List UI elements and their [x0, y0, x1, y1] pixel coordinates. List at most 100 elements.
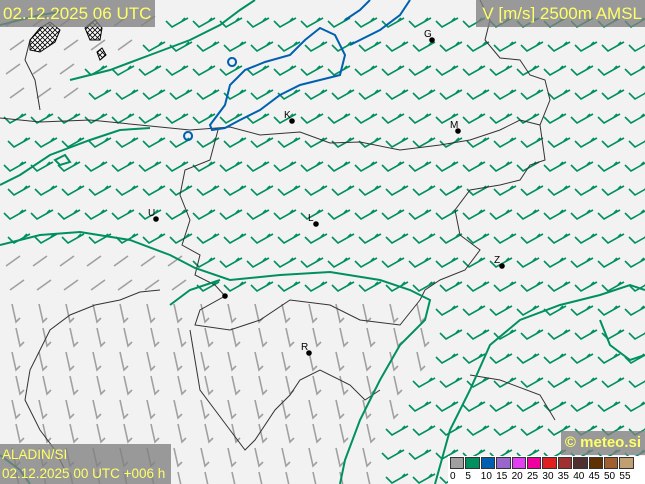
wind-barb [7, 233, 31, 244]
wind-barb [150, 327, 160, 348]
wind-barb [574, 89, 598, 100]
wind-barb [547, 41, 571, 52]
wind-barb [61, 233, 85, 244]
wind-barb [200, 303, 210, 324]
wind-barb [115, 185, 139, 196]
wind-barb [493, 281, 517, 292]
wind-barb [408, 65, 432, 76]
wind-barb [624, 209, 645, 220]
legend-tick: 50 [604, 471, 616, 482]
wind-barb [146, 351, 156, 372]
wind-barb [277, 185, 301, 196]
wind-barb [543, 353, 567, 364]
wind-barb [227, 351, 237, 372]
wind-barb [204, 375, 214, 396]
wind-barb [250, 281, 274, 292]
legend-swatch [511, 457, 526, 469]
wind-barb [258, 471, 263, 484]
wind-barb [381, 449, 405, 460]
wind-barb [408, 17, 432, 28]
wind-barb [65, 399, 75, 420]
wind-barb [219, 65, 243, 76]
wind-barb [308, 351, 318, 372]
wind-barb [493, 41, 517, 52]
wind-barb [11, 303, 21, 324]
city-marker [306, 350, 312, 356]
wind-barb [273, 65, 297, 76]
wind-barb [117, 39, 133, 51]
wind-barb [601, 281, 625, 292]
wind-barb [11, 351, 21, 372]
wind-barb [389, 351, 399, 372]
wind-barb [466, 89, 490, 100]
wind-barb [119, 399, 129, 420]
wind-barb [574, 185, 598, 196]
wind-barb [462, 257, 486, 268]
wind-barb [435, 113, 459, 124]
wind-barb [42, 375, 52, 396]
wind-barb [138, 209, 162, 220]
wind-barb [489, 305, 513, 316]
wind-barb [597, 353, 621, 364]
legend-tick: 55 [619, 471, 631, 482]
wind-barb [32, 63, 48, 75]
wind-barb [439, 281, 463, 292]
legend-swatch [480, 457, 496, 469]
wind-barb [84, 209, 108, 220]
wind-barb [231, 471, 236, 484]
wind-barb [385, 281, 409, 292]
wind-barb [90, 39, 106, 51]
wind-barb [439, 89, 463, 100]
wind-barb [59, 255, 75, 267]
wind-barb [489, 209, 513, 220]
wind-barb [15, 327, 25, 348]
legend-swatch [557, 457, 573, 469]
wind-barb [574, 41, 598, 52]
wind-barb [462, 353, 486, 364]
wind-barb [88, 137, 112, 148]
wind-barb [250, 89, 274, 100]
wind-barb [466, 281, 490, 292]
eastern-border [419, 124, 546, 301]
wind-barb [601, 377, 625, 388]
wind-barb [489, 113, 513, 124]
wind-barb [601, 233, 625, 244]
wind-barb [9, 87, 25, 99]
wind-barb [227, 447, 237, 468]
legend-tick: 35 [557, 471, 569, 482]
wind-barb [327, 257, 351, 268]
wind-barb [435, 401, 459, 412]
wind-barb [246, 17, 270, 28]
wind-barb [520, 329, 544, 340]
wind-barb [520, 233, 544, 244]
wind-barb [331, 89, 355, 100]
wind-barb [462, 209, 486, 220]
wind-barb [574, 281, 598, 292]
wind-barb [246, 113, 270, 124]
wind-barb [300, 209, 324, 220]
wind-barb [412, 425, 436, 436]
wind-barb [462, 65, 486, 76]
model-info-label: ALADIN/SI 02.12.2025 00 UTC +006 h [0, 444, 172, 484]
wind-barb [192, 209, 216, 220]
city-label: U [148, 208, 155, 219]
wind-barb [57, 209, 81, 220]
wind-barb [381, 65, 405, 76]
wind-barb [327, 113, 351, 124]
wind-barb [597, 257, 621, 268]
wind-barb [223, 281, 247, 292]
wind-barb [597, 113, 621, 124]
wind-barb [412, 473, 436, 484]
wind-barb [520, 41, 544, 52]
wind-barb [15, 423, 25, 444]
wind-barb [300, 257, 324, 268]
wind-barb [277, 233, 301, 244]
wind-barb [304, 89, 328, 100]
wind-barb [86, 255, 102, 267]
wind-barb [223, 233, 247, 244]
wind-barb [142, 137, 166, 148]
wind-barb [171, 279, 187, 291]
wind-barb [30, 113, 54, 124]
city-label: G [424, 29, 432, 40]
wind-barb [3, 209, 27, 220]
